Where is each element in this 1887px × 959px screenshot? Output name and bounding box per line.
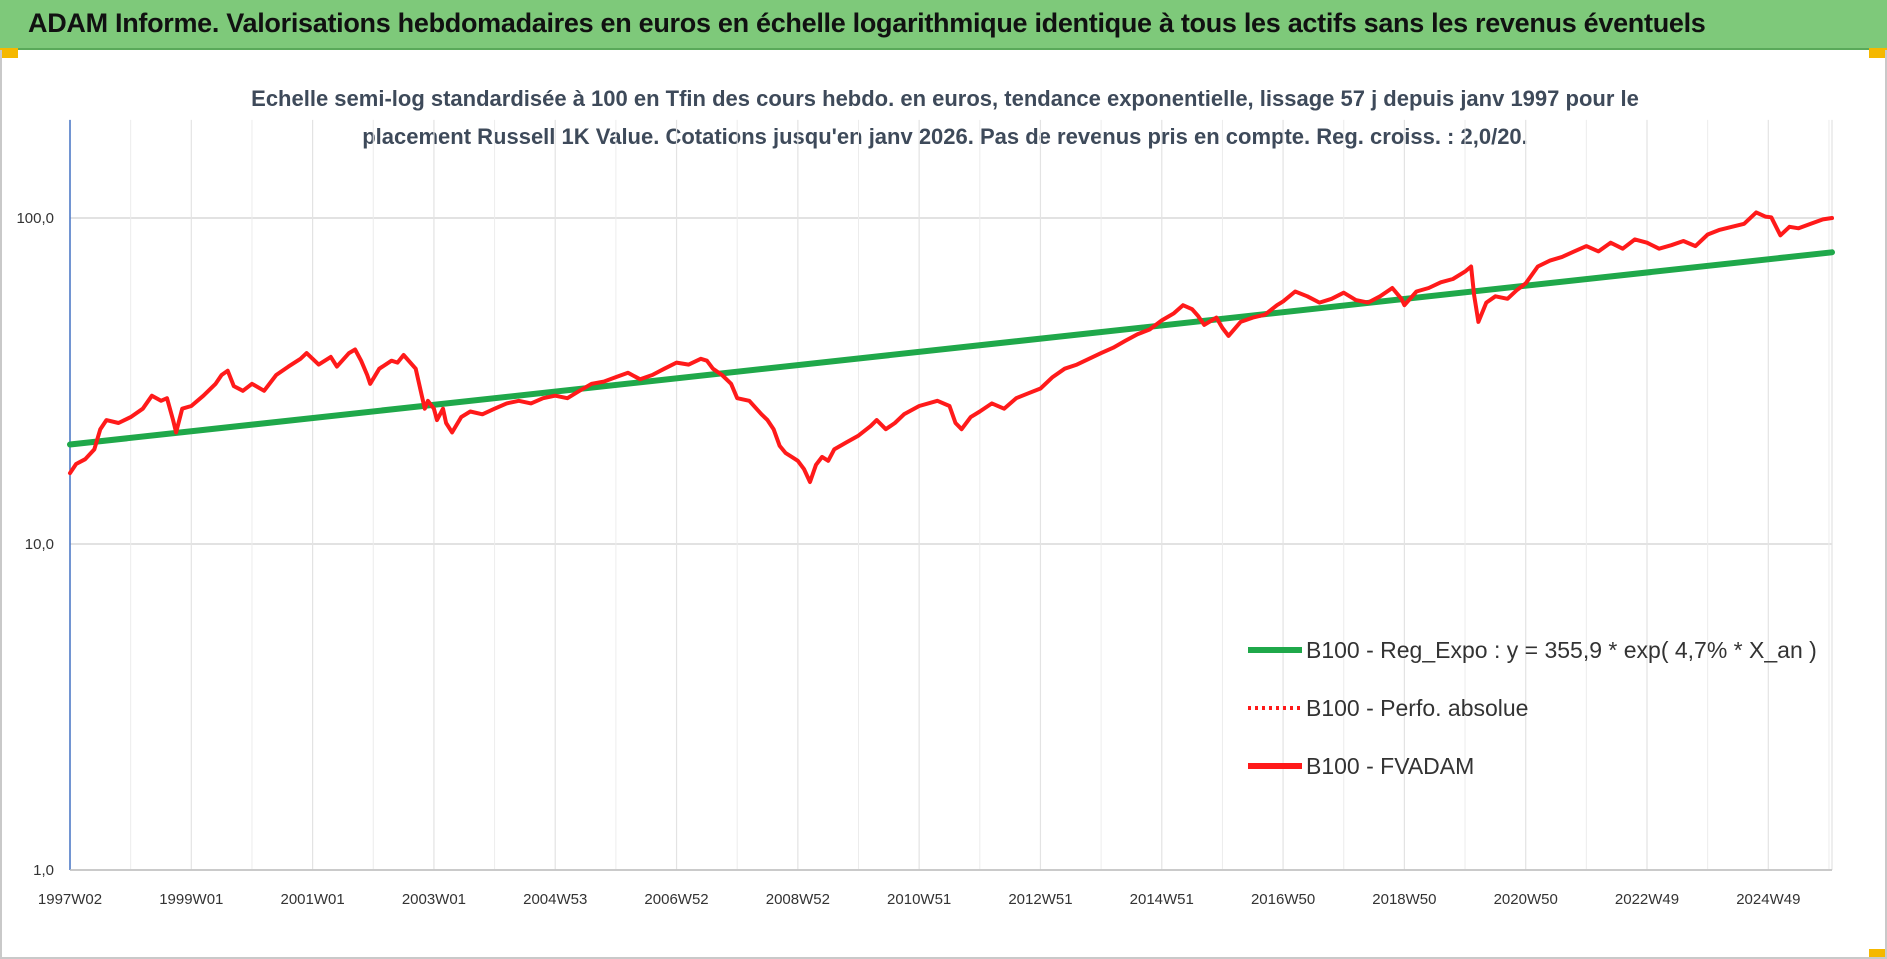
- x-tick-label: 2003W01: [402, 891, 466, 908]
- x-tick-label: 2024W49: [1736, 891, 1800, 908]
- x-tick-label: 2006W52: [644, 891, 708, 908]
- legend-layer: B100 - Reg_Expo : y = 355,9 * exp( 4,7% …: [1248, 637, 1817, 779]
- y-tick-label: 100,0: [16, 210, 54, 227]
- corner-marker: [1869, 48, 1887, 58]
- x-tick-label: 1999W01: [159, 891, 223, 908]
- grid-layer: [70, 119, 1833, 871]
- axis-layer: 100,0 10,0 1,0 1997W02 1999W01 2001W01 2003W01…: [16, 119, 1832, 908]
- x-tick-label: 2016W50: [1251, 891, 1315, 908]
- x-tick-label: 2004W53: [523, 891, 587, 908]
- x-tick-label: 2014W51: [1130, 891, 1194, 908]
- chart-frame: [0, 50, 1887, 959]
- series-line: [67, 249, 1835, 448]
- corner-marker: [1869, 949, 1887, 959]
- x-tick-label: 2020W50: [1494, 891, 1558, 908]
- x-tick-label: 1997W02: [38, 891, 102, 908]
- chart-subtitle-line-1: Echelle semi-log standardisée à 100 en T…: [251, 86, 1639, 111]
- chart-subtitle: Echelle semi-log standardisée à 100 en T…: [230, 80, 1660, 156]
- series-line: [68, 210, 1834, 484]
- legend-label: B100 - Perfo. absolue: [1306, 695, 1528, 721]
- corner-marker: [0, 48, 18, 58]
- x-tick-label: 2012W51: [1008, 891, 1072, 908]
- y-tick-label: 1,0: [33, 862, 54, 879]
- x-tick-label: 2010W51: [887, 891, 951, 908]
- x-tick-label: 2001W01: [281, 891, 345, 908]
- y-tick-label: 10,0: [25, 536, 54, 553]
- page-title: ADAM Informe. Valorisations hebdomadaire…: [28, 8, 1706, 38]
- chart-subtitle-line-2: placement Russell 1K Value. Cotations ju…: [362, 124, 1528, 149]
- x-tick-label: 2008W52: [766, 891, 830, 908]
- legend-label: B100 - FVADAM: [1306, 753, 1474, 779]
- x-tick-label: 2022W49: [1615, 891, 1679, 908]
- header-bar: ADAM Informe. Valorisations hebdomadaire…: [0, 0, 1887, 50]
- series-layer: [67, 210, 1835, 484]
- legend-label: B100 - Reg_Expo : y = 355,9 * exp( 4,7% …: [1306, 637, 1817, 663]
- x-tick-label: 2018W50: [1372, 891, 1436, 908]
